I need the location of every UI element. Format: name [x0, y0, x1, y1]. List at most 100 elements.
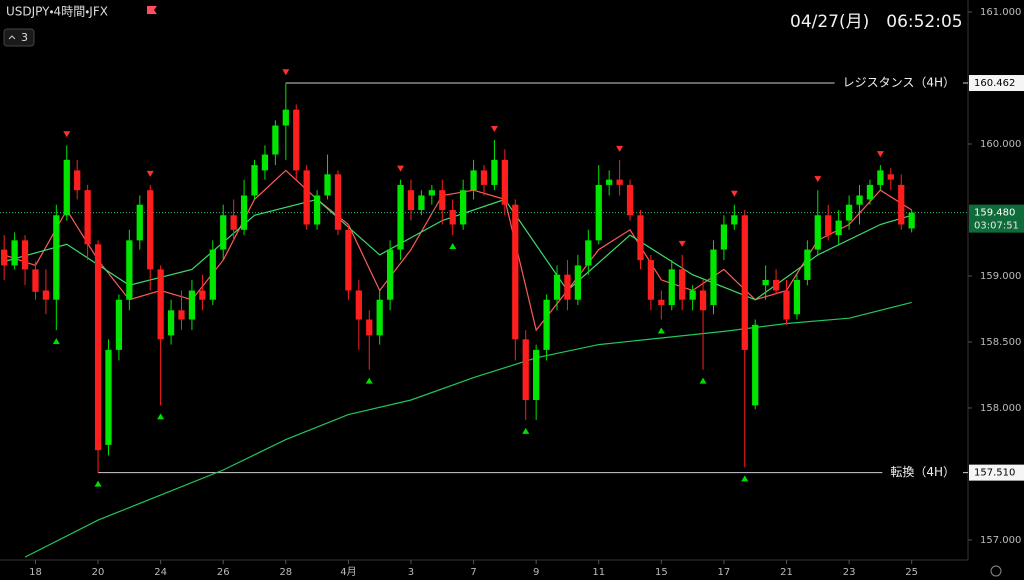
moving-average [24, 301, 912, 558]
candle-body [470, 170, 477, 191]
level-price-tag [969, 464, 1024, 481]
candle-body [856, 195, 863, 205]
x-tick-label: 17 [718, 567, 731, 578]
indicator-toggle[interactable] [3, 28, 35, 47]
countdown-label: 03:07:51 [974, 221, 1019, 232]
candle-body [595, 184, 602, 241]
candle-body [105, 349, 112, 445]
candle-body [178, 310, 185, 320]
candle-body [251, 165, 258, 196]
candle-body [564, 274, 571, 300]
sell-signal [616, 145, 624, 152]
candle-body [115, 299, 123, 350]
candle-body [741, 215, 748, 350]
x-tick-label: 11 [592, 567, 605, 578]
candle-body [345, 229, 352, 291]
candle-body [501, 159, 508, 205]
candle-body [825, 215, 832, 236]
candle-body [303, 170, 310, 225]
plot: 161.000 160.000 159.000 158.500 158.000 157.0… [0, 7, 1024, 578]
y-tick-label: 158.000 [980, 403, 1021, 414]
candle-body [418, 195, 425, 210]
sell-signal [814, 176, 822, 183]
sell-signal [63, 131, 71, 138]
x-tick-label: 20 [92, 567, 105, 578]
buy-signal [522, 427, 530, 434]
candle-body [313, 195, 321, 225]
candle-body [1, 249, 8, 266]
datetime: 04/27(月) 06:52:05 [790, 12, 963, 32]
buy-signal [94, 480, 102, 487]
x-tick-label: 15 [655, 567, 668, 578]
candle-body [553, 274, 561, 300]
candle-body [668, 269, 675, 306]
buy-signal [699, 377, 707, 384]
x-tick-label: 25 [905, 567, 918, 578]
sell-signal [282, 69, 290, 76]
candle-body [793, 279, 801, 315]
sell-signal [730, 190, 738, 197]
y-tick-label: 157.000 [980, 535, 1021, 546]
buy-signal [365, 377, 373, 384]
sell-signal [876, 151, 884, 158]
x-tick-label: 18 [29, 567, 42, 578]
candle-body [282, 109, 289, 126]
y-tick-label: 160.000 [980, 139, 1021, 150]
candle-body [42, 290, 50, 300]
candle-body [428, 190, 435, 196]
candle-body [136, 204, 143, 241]
x-tick-label: 4月 [340, 566, 356, 578]
candle-body [543, 299, 550, 350]
x-tick-label: 3 [408, 567, 414, 578]
x-tick-label: 26 [217, 567, 230, 578]
candle-body [460, 190, 467, 225]
level-label: レジスタンス（4H） [843, 76, 955, 90]
candle-body [762, 279, 769, 286]
indicator-count: 3 [21, 31, 28, 44]
candle-body [230, 215, 237, 230]
candle-body [898, 184, 905, 225]
candle-body [293, 109, 300, 171]
candle-body [606, 179, 613, 185]
flag-icon[interactable] [147, 6, 157, 14]
candle-body [272, 125, 279, 155]
candle-body [637, 215, 644, 261]
candle-body [324, 174, 331, 196]
candle-body [188, 290, 196, 320]
sell-signal [490, 126, 498, 133]
candle-body [157, 269, 164, 340]
candle-body [679, 269, 686, 300]
candle-body [866, 184, 874, 200]
candle-body [94, 244, 102, 451]
buy-signal [449, 243, 457, 250]
candle-body [491, 159, 498, 185]
x-tick-label: 24 [154, 567, 167, 578]
candle-body [209, 249, 216, 300]
candle-body [574, 265, 582, 300]
candle-body [689, 290, 696, 300]
sell-signal [146, 170, 154, 177]
symbol-title: USDJPY・4時間・JFX [6, 5, 108, 19]
candle-body [585, 240, 592, 266]
current-price-tag [969, 204, 1024, 233]
candle-body [11, 240, 18, 266]
candle-body [439, 190, 446, 210]
candle-body [522, 339, 529, 401]
candle-body [626, 184, 634, 216]
y-tick-label: 159.000 [980, 271, 1021, 282]
settings-icon[interactable] [990, 565, 1002, 577]
candle-body [21, 240, 29, 270]
buy-signal [52, 338, 60, 345]
level-price-label: 160.462 [974, 78, 1015, 89]
y-tick-label: 161.000 [980, 7, 1021, 18]
candle-body [616, 179, 623, 185]
buy-signal [657, 327, 665, 334]
candle-body [720, 224, 728, 250]
candle-body [658, 299, 665, 306]
candle-body [804, 249, 811, 280]
candle-body [877, 170, 884, 185]
sell-signal [397, 165, 405, 172]
candle-body [814, 215, 821, 250]
level-price-tag [969, 75, 1024, 92]
